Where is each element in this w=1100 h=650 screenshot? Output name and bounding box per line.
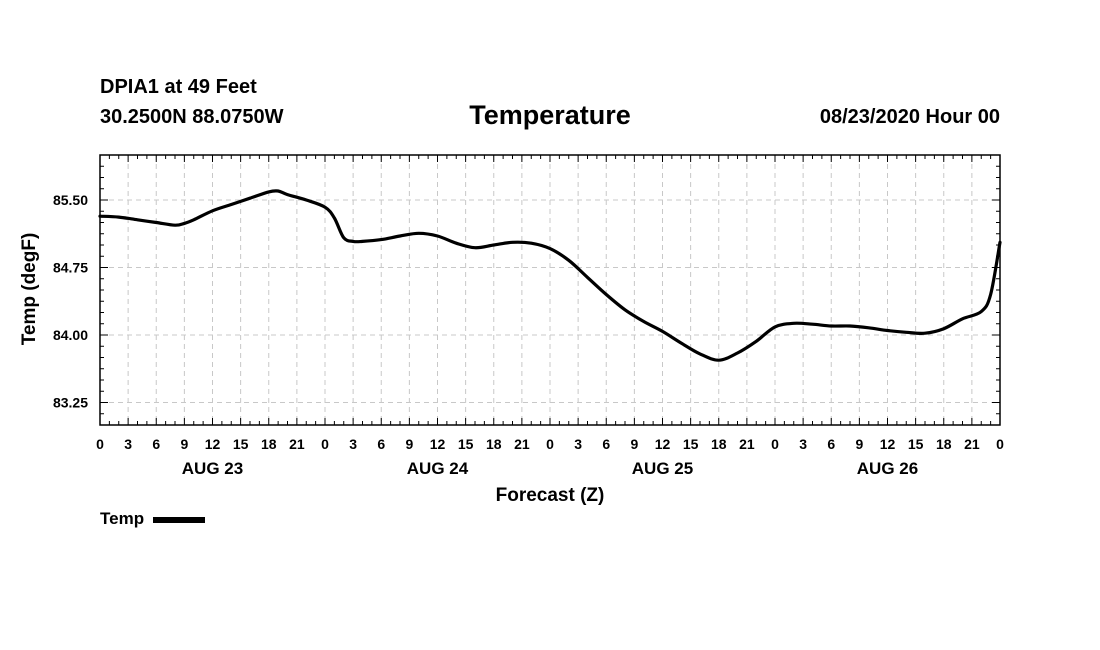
x-tick-label: 6 (602, 436, 610, 452)
x-tick-label: 6 (827, 436, 835, 452)
x-day-label: AUG 26 (857, 459, 918, 478)
chart-title: Temperature (469, 100, 631, 130)
x-tick-label: 12 (205, 436, 221, 452)
series-layer (98, 189, 1002, 362)
x-tick-label: 3 (124, 436, 132, 452)
x-tick-label: 0 (996, 436, 1004, 452)
forecast-datetime: 08/23/2020 Hour 00 (819, 106, 1000, 128)
series-line-temp (98, 189, 1002, 362)
x-tick-label: 12 (655, 436, 671, 452)
chart-grid (100, 155, 1000, 425)
legend: Temp (100, 509, 206, 529)
x-tick-label: 0 (321, 436, 329, 452)
x-tick-label: 3 (574, 436, 582, 452)
x-tick-label: 18 (936, 436, 952, 452)
y-axis-label: Temp (degF) (19, 233, 40, 346)
station-coordinates: 30.2500N 88.0750W (100, 106, 284, 128)
x-tick-label: 12 (430, 436, 446, 452)
y-tick-label: 84.75 (53, 260, 88, 276)
x-day-label: AUG 24 (407, 459, 469, 478)
x-day-label: AUG 23 (182, 459, 243, 478)
x-tick-label: 9 (630, 436, 638, 452)
station-title: DPIA1 at 49 Feet (100, 76, 257, 98)
x-tick-label: 12 (880, 436, 896, 452)
x-tick-label: 6 (377, 436, 385, 452)
x-tick-label: 0 (96, 436, 104, 452)
legend-label-temp: Temp (100, 509, 145, 528)
x-axis-label: Forecast (Z) (496, 485, 605, 506)
x-day-label: AUG 25 (632, 459, 693, 478)
x-tick-label: 9 (180, 436, 188, 452)
x-tick-label: 3 (349, 436, 357, 452)
x-tick-label: 9 (405, 436, 413, 452)
y-tick-label: 84.00 (53, 327, 88, 343)
x-tick-label: 21 (964, 436, 980, 452)
x-tick-label: 6 (152, 436, 160, 452)
x-tick-label: 18 (711, 436, 727, 452)
x-tick-label: 18 (261, 436, 277, 452)
x-tick-label: 21 (514, 436, 530, 452)
x-tick-label: 21 (289, 436, 305, 452)
x-tick-label: 9 (855, 436, 863, 452)
x-tick-label: 0 (771, 436, 779, 452)
x-tick-label: 0 (546, 436, 554, 452)
x-tick-label: 15 (458, 436, 474, 452)
chart-axes: 0 3 6 9 12 15 18 21 0 3 6 9 12 15 18 21 0 3 6 9 12 15 18 21 0 3 6 9… (53, 154, 1004, 478)
x-tick-label: 15 (233, 436, 249, 452)
legend-line-temp (153, 517, 206, 523)
x-tick-label: 15 (908, 436, 924, 452)
y-tick-label: 85.50 (53, 192, 88, 208)
x-tick-label: 3 (799, 436, 807, 452)
y-tick-label: 83.25 (53, 395, 88, 411)
x-tick-label: 15 (683, 436, 699, 452)
x-tick-label: 18 (486, 436, 502, 452)
x-tick-label: 21 (739, 436, 755, 452)
